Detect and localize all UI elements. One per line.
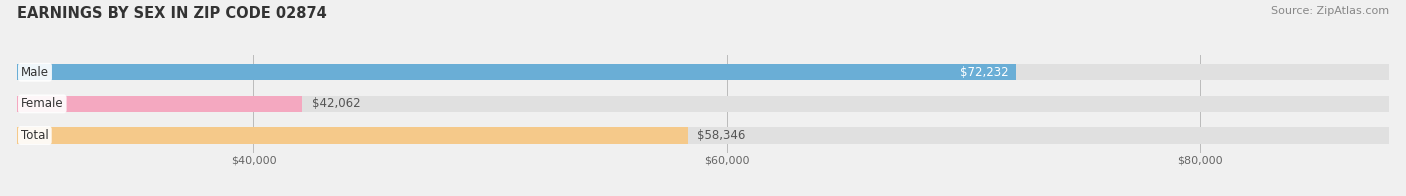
Text: Total: Total [21, 129, 49, 142]
Text: $42,062: $42,062 [312, 97, 360, 110]
Text: $58,346: $58,346 [697, 129, 745, 142]
Bar [17, 127, 688, 144]
Bar [17, 64, 1389, 81]
Text: EARNINGS BY SEX IN ZIP CODE 02874: EARNINGS BY SEX IN ZIP CODE 02874 [17, 6, 326, 21]
Bar [17, 64, 1017, 81]
Bar [17, 96, 302, 112]
Text: Female: Female [21, 97, 63, 110]
Text: $72,232: $72,232 [960, 66, 1010, 79]
Bar [17, 96, 1389, 112]
Text: Source: ZipAtlas.com: Source: ZipAtlas.com [1271, 6, 1389, 16]
Text: Male: Male [21, 66, 49, 79]
Bar [17, 127, 1389, 144]
